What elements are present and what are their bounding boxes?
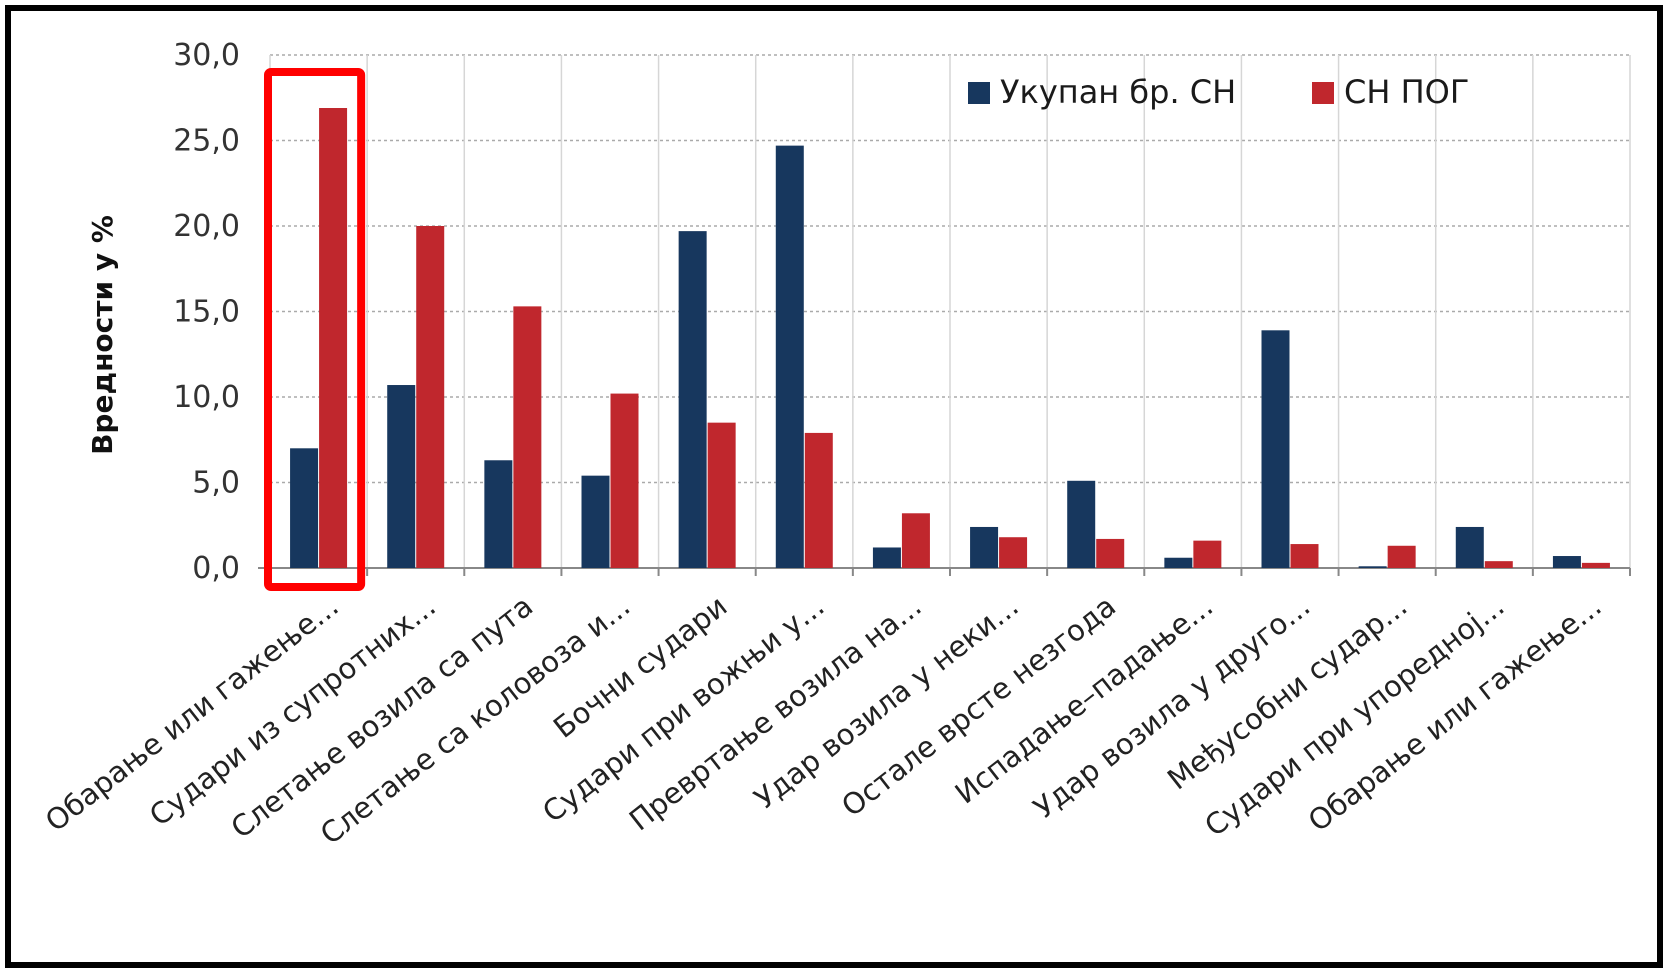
- y-tick-label: 15,0: [173, 295, 240, 330]
- y-tick-label: 10,0: [173, 380, 240, 415]
- legend-swatch-total: [968, 82, 990, 104]
- bar-total: [970, 526, 999, 568]
- legend-label-pog: СН ПОГ: [1344, 73, 1469, 111]
- bar-total: [678, 231, 707, 568]
- chart-frame: [5, 5, 1663, 968]
- bar-total: [290, 448, 319, 568]
- y-tick-label: 5,0: [192, 466, 240, 501]
- bar-total: [1455, 526, 1484, 568]
- bar-pog: [610, 393, 639, 568]
- bar-pog: [513, 306, 542, 568]
- legend-label-total: Укупан бр. СН: [1000, 73, 1236, 111]
- bar-pog: [1387, 545, 1416, 568]
- bar-total: [1067, 480, 1096, 568]
- bar-pog: [1484, 561, 1513, 568]
- bar-pog: [416, 226, 445, 568]
- bar-total: [1552, 556, 1581, 568]
- bar-pog: [804, 432, 833, 568]
- y-tick-label: 20,0: [173, 209, 240, 244]
- bar-pog: [319, 108, 348, 568]
- bar-pog: [1290, 544, 1319, 568]
- bar-total: [387, 385, 416, 568]
- bar-total: [1358, 566, 1387, 568]
- y-tick-label: 0,0: [192, 551, 240, 586]
- bar-total: [1164, 557, 1193, 568]
- highlight-box: [264, 68, 366, 591]
- bar-total: [872, 547, 901, 568]
- bar-total: [484, 460, 513, 568]
- bar-pog: [707, 422, 736, 568]
- bar-total: [1261, 330, 1290, 568]
- bar-total: [775, 145, 804, 568]
- legend-swatch-pog: [1312, 82, 1334, 104]
- y-axis-title: Вредности у %: [86, 215, 119, 455]
- bar-total: [581, 475, 610, 568]
- bar-pog: [999, 537, 1028, 568]
- bar-pog: [1193, 540, 1222, 568]
- bar-pog: [901, 513, 930, 568]
- y-tick-label: 30,0: [173, 38, 240, 73]
- y-tick-label: 25,0: [173, 124, 240, 159]
- legend: Укупан бр. СН СН ПОГ: [968, 73, 1469, 111]
- bar-pog: [1096, 538, 1125, 568]
- bar-pog: [1581, 562, 1610, 568]
